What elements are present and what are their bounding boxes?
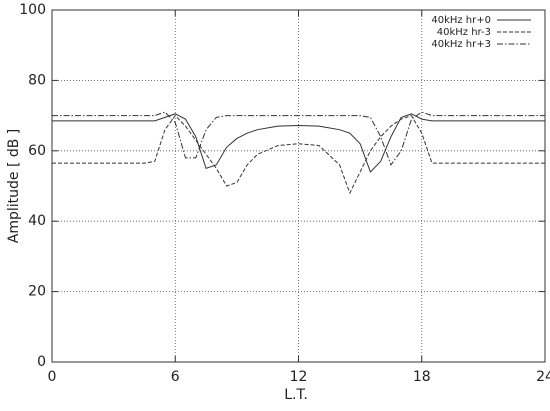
x-tick-label: 18 <box>413 369 431 385</box>
y-axis-label: Amplitude [ dB ] <box>6 129 22 244</box>
series-line <box>52 111 545 166</box>
plot-frame <box>51 9 546 363</box>
y-tick-label: 20 <box>28 284 46 300</box>
x-axis-label: L.T. <box>284 387 308 403</box>
y-tick-label: 40 <box>28 213 46 229</box>
y-tick-label: 0 <box>37 354 46 370</box>
y-tick-label: 100 <box>19 2 46 18</box>
y-tick-label: 60 <box>28 143 46 159</box>
x-tick-label: 12 <box>290 369 308 385</box>
legend-label: 40kHz hr-3 <box>437 27 491 38</box>
x-tick-label: 0 <box>48 369 57 385</box>
x-tick-label: 24 <box>536 369 550 385</box>
series-line <box>52 113 545 173</box>
legend-label: 40kHz hr+0 <box>431 15 491 26</box>
x-tick-label: 6 <box>171 369 180 385</box>
y-tick-label: 80 <box>28 72 46 88</box>
series-line <box>52 114 545 195</box>
legend-label: 40kHz hr+3 <box>431 39 491 50</box>
